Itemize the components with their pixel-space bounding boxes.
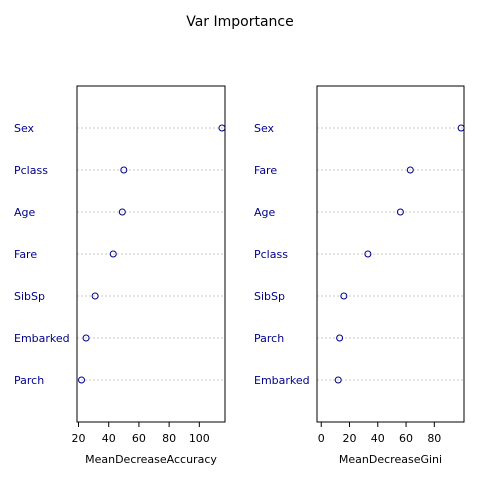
category-label: Fare [14,248,37,261]
category-label: Pclass [14,164,48,177]
x-axis: 20 40 60 80 100 [72,421,210,445]
category-label: Age [14,206,36,219]
x-tick-label: 80 [427,432,441,445]
x-tick-label: 60 [132,432,146,445]
data-point [118,208,126,216]
data-point [340,292,348,300]
x-tick-label: 40 [102,432,116,445]
panel-1: Sex Pclass Age Fare SibSp Embarked Parch 20 40 60… [14,85,226,466]
data-point [78,376,86,384]
dotchart-panels: Sex Pclass Age Fare SibSp Embarked Parch 20 40 60… [14,85,465,466]
x-tick-label: 20 [343,432,357,445]
x-tick-label: 40 [371,432,385,445]
category-label: Parch [254,332,284,345]
category-label: Embarked [14,332,70,345]
category-label: SibSp [254,290,285,303]
x-tick-label: 100 [189,432,210,445]
panel-2: Sex Fare Age Pclass SibSp Parch Embarked 0 20 40 6… [254,85,465,466]
data-point [91,292,99,300]
category-label: Pclass [254,248,288,261]
data-point [396,208,404,216]
data-point [406,166,414,174]
data-point [120,166,128,174]
category-label: Sex [254,122,275,135]
category-label: Embarked [254,374,310,387]
data-point [336,334,344,342]
data-point [334,376,342,384]
x-tick-label: 80 [162,432,176,445]
x-tick-label: 20 [72,432,86,445]
chart-title: Var Importance [186,14,294,30]
data-point [364,250,372,258]
category-label: Sex [14,122,35,135]
category-label: Age [254,206,276,219]
x-axis-label: MeanDecreaseAccuracy [85,453,217,466]
x-axis: 0 20 40 60 80 [318,421,441,445]
x-tick-label: 60 [399,432,413,445]
x-axis-label: MeanDecreaseGini [339,453,442,466]
category-label: Parch [14,374,44,387]
data-point [82,334,90,342]
x-tick-label: 0 [318,432,325,445]
category-label: Fare [254,164,277,177]
category-label: SibSp [14,290,45,303]
data-point [109,250,117,258]
